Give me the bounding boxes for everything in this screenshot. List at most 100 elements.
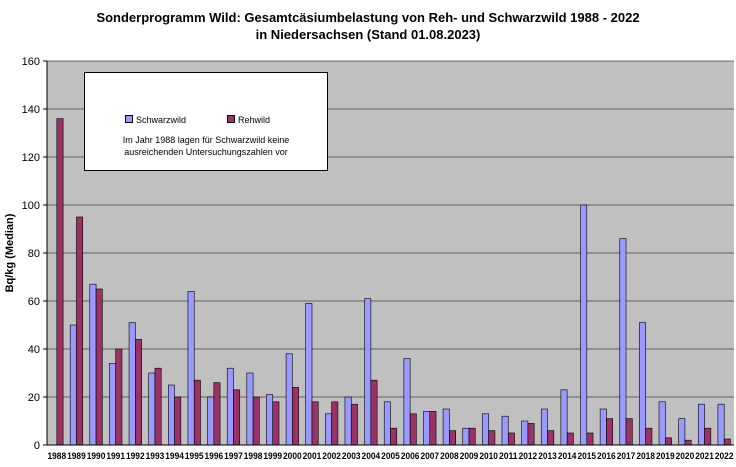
x-tick-label: 2000 (283, 451, 302, 461)
x-tick-label: 1996 (205, 451, 224, 461)
bar-schwarzwild (619, 238, 627, 446)
x-tick-label: 2018 (636, 451, 655, 461)
bar-rehwild (409, 413, 417, 446)
y-tick-label: 40 (28, 344, 40, 356)
x-tick-label: 2021 (695, 451, 714, 461)
bar-rehwild (606, 418, 613, 446)
x-tick-label: 2011 (499, 451, 518, 461)
x-tick-label: 2022 (715, 451, 734, 461)
y-tick-label: 0 (34, 440, 40, 452)
bar-schwarzwild (89, 283, 97, 446)
x-tick-label: 2004 (362, 451, 381, 461)
x-tick-label: 1988 (48, 451, 67, 461)
x-tick-label: 2014 (558, 451, 577, 461)
bar-rehwild (488, 430, 496, 446)
bar-schwarzwild (521, 420, 529, 446)
bar-schwarzwild (344, 396, 352, 446)
bar-rehwild (115, 348, 123, 446)
x-tick-label: 2017 (617, 451, 636, 461)
bar-rehwild (684, 439, 692, 446)
bar-schwarzwild (69, 324, 77, 446)
bar-schwarzwild (639, 322, 646, 446)
legend-label-rehwild: Rehwild (238, 115, 271, 125)
bar-rehwild (292, 387, 299, 446)
bar-schwarzwild (148, 372, 156, 446)
bars (56, 118, 731, 446)
legend-label-schwarzwild: Schwarzwild (136, 115, 187, 125)
bar-schwarzwild (403, 358, 411, 446)
legend: Schwarzwild Rehwild Im Jahr 1988 lagen f… (84, 72, 328, 171)
x-tick-label: 2006 (401, 451, 420, 461)
y-tick-labels: 0 20 40 60 80 100 120 140 160 (22, 56, 47, 452)
bar-rehwild (174, 396, 182, 446)
bar-rehwild (664, 437, 672, 446)
x-tick-label: 1995 (185, 451, 204, 461)
x-tick-label: 2016 (597, 451, 616, 461)
x-tick-label: 2007 (420, 451, 439, 461)
bar-rehwild (193, 379, 201, 446)
legend-swatch-rehwild (227, 115, 235, 123)
bar-schwarzwild (482, 413, 489, 446)
legend-item-schwarzwild: Schwarzwild (125, 115, 186, 125)
bar-schwarzwild (325, 413, 332, 446)
bar-schwarzwild (305, 303, 313, 446)
x-tick-label: 2020 (676, 451, 695, 461)
bar-rehwild (272, 401, 280, 446)
bar-schwarzwild (187, 291, 195, 446)
bar-rehwild (311, 401, 319, 446)
bar-rehwild (468, 427, 476, 446)
bar-rehwild (723, 438, 731, 446)
bar-rehwild (56, 118, 64, 446)
bar-schwarzwild (678, 418, 686, 446)
legend-note: Im Jahr 1988 lagen für Schwarzwild keine… (85, 134, 327, 158)
bar-schwarzwild (128, 322, 136, 446)
bar-schwarzwild (207, 396, 215, 446)
bar-schwarzwild (697, 403, 705, 446)
x-tick-label: 2010 (479, 451, 498, 461)
bar-rehwild (95, 288, 103, 446)
bar-schwarzwild (658, 401, 666, 446)
y-axis-label: Bq/kg (Median) (4, 213, 16, 292)
legend-note-line-1: Im Jahr 1988 lagen für Schwarzwild keine (122, 135, 290, 145)
x-tick-label: 2019 (656, 451, 675, 461)
bar-rehwild (331, 401, 339, 446)
x-tick-label: 2002 (322, 451, 341, 461)
bar-schwarzwild (285, 353, 293, 446)
x-tick-label: 1999 (263, 451, 282, 461)
bar-schwarzwild (599, 408, 607, 446)
bar-schwarzwild (560, 389, 568, 446)
x-tick-label: 2013 (538, 451, 557, 461)
bar-rehwild (645, 427, 653, 446)
bar-schwarzwild (226, 367, 234, 446)
y-tick-label: 20 (28, 392, 40, 404)
x-tick-label: 1989 (67, 451, 86, 461)
y-tick-label: 60 (28, 296, 40, 308)
legend-item-rehwild: Rehwild (227, 115, 270, 125)
bar-schwarzwild (717, 403, 725, 446)
x-tick-label: 2012 (519, 451, 538, 461)
bar-rehwild (586, 432, 594, 446)
legend-note-line-2: ausreichenden Untersuchungszahlen vor (124, 147, 288, 157)
bar-rehwild (213, 382, 221, 446)
x-tick-label: 2015 (577, 451, 596, 461)
bar-rehwild (507, 432, 515, 446)
x-tick-label: 2005 (381, 451, 400, 461)
chart-title-line-1: Sonderprogramm Wild: Gesamtcäsiumbelastu… (96, 10, 640, 25)
x-tick-label: 2008 (440, 451, 459, 461)
x-tick-label: 2001 (303, 451, 322, 461)
bar-rehwild (76, 216, 84, 446)
bar-schwarzwild (246, 372, 254, 446)
y-tick-label: 80 (28, 248, 40, 260)
bar-rehwild (370, 379, 378, 446)
bar-schwarzwild (109, 363, 116, 446)
bar-rehwild (566, 432, 574, 446)
x-tick-label: 1998 (244, 451, 263, 461)
x-tick-label: 1993 (146, 451, 165, 461)
bar-schwarzwild (383, 401, 391, 446)
y-tick-label: 120 (22, 152, 40, 164)
legend-swatch-schwarzwild (125, 115, 133, 123)
y-tick-label: 160 (22, 56, 40, 68)
x-tick-labels: 1988 1989 1990 1991 1992 1993 1994 1995 1996 1997… (48, 451, 734, 461)
